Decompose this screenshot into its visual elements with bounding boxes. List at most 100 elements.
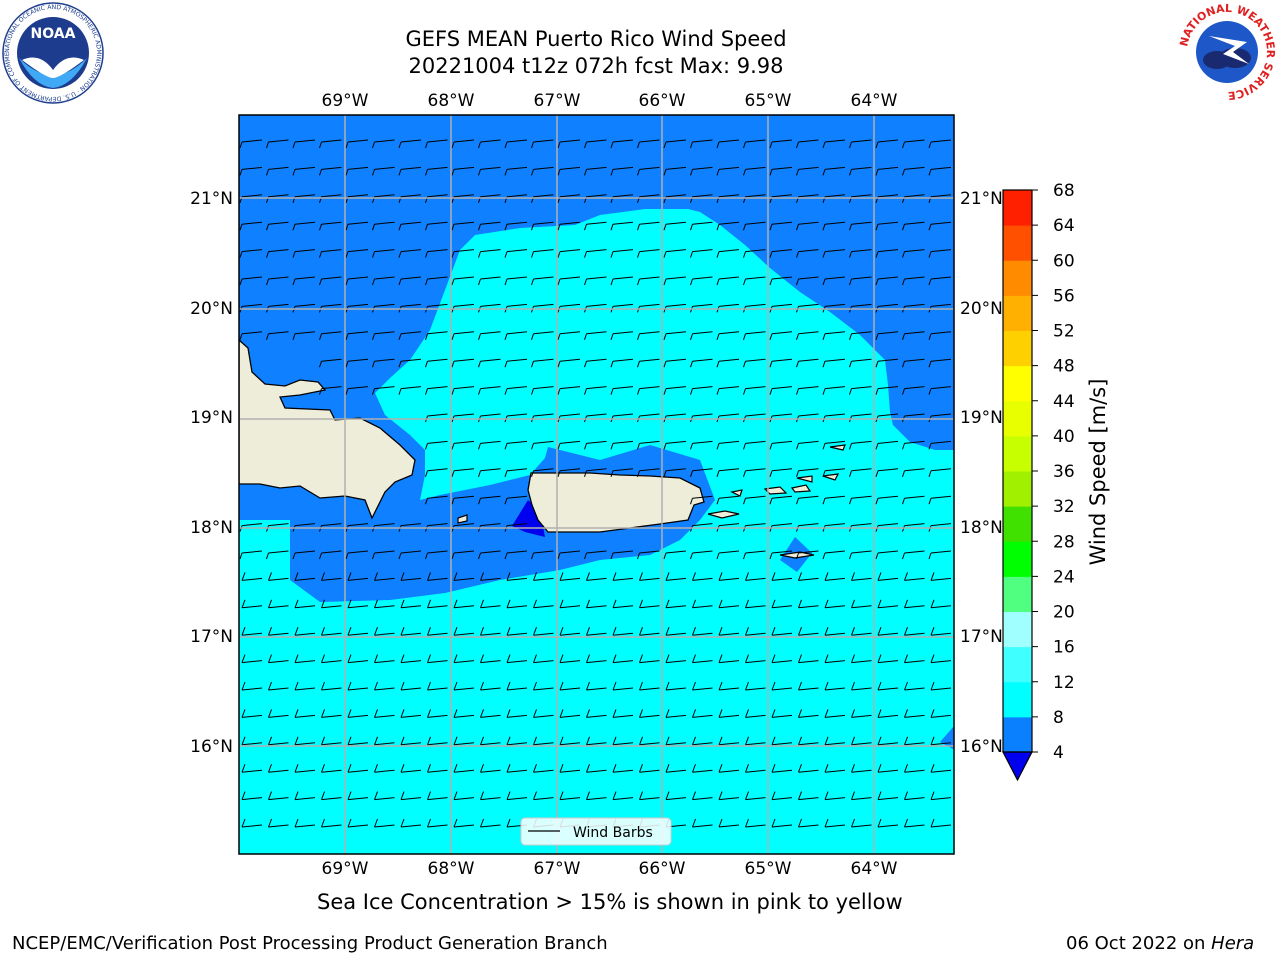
wind-barb — [425, 331, 448, 340]
wind-barb — [796, 331, 819, 340]
wind-barb — [904, 709, 925, 718]
wind-barb — [294, 764, 316, 773]
colorbar-swatch — [1003, 400, 1032, 437]
wind-barb — [663, 468, 687, 477]
wind-barb — [822, 495, 846, 505]
wind-barb — [268, 654, 289, 664]
wind-barb — [665, 599, 687, 609]
wind-barb — [372, 166, 395, 176]
wind-barb — [586, 627, 607, 636]
wind-barb — [745, 736, 766, 746]
colorbar-tick-label: 12 — [1053, 673, 1075, 693]
wind-barb — [851, 572, 872, 581]
wind-barb — [902, 221, 925, 231]
wind-barb — [798, 764, 819, 773]
wind-barb — [268, 709, 289, 718]
wind-barb — [928, 139, 952, 149]
wind-barb — [398, 331, 422, 340]
colorbar-swatch — [1003, 225, 1032, 261]
wind-barb — [400, 709, 422, 718]
wind-barb — [531, 221, 554, 231]
wind-barb — [268, 791, 289, 801]
wind-barb — [824, 654, 846, 664]
wind-barb — [241, 681, 263, 691]
wind-barb — [822, 550, 846, 560]
wind-barb — [902, 386, 925, 395]
wind-barb — [690, 166, 713, 176]
colorbar-tick-label: 8 — [1053, 708, 1064, 728]
wind-barb — [824, 709, 846, 718]
wind-barb — [427, 599, 448, 609]
wind-barb — [266, 276, 289, 286]
wind-barb — [692, 572, 713, 581]
wind-barb — [798, 736, 819, 746]
wind-barb — [690, 386, 713, 395]
wind-barb — [822, 249, 846, 258]
wind-barb — [904, 681, 925, 691]
lat-label-left: 16°N — [190, 737, 233, 757]
wind-barb — [478, 331, 501, 340]
wind-barb — [743, 468, 766, 477]
wind-barb — [718, 791, 740, 801]
wind-barb — [771, 791, 793, 801]
wind-barb — [559, 791, 581, 801]
wind-barb — [769, 249, 793, 258]
wind-barb — [769, 331, 793, 340]
wind-barb — [692, 627, 713, 636]
wind-barb — [692, 599, 713, 609]
colorbar-swatch — [1003, 435, 1032, 472]
land-puerto-rico — [527, 472, 705, 533]
wind-barb — [292, 139, 316, 149]
wind-barb — [798, 681, 819, 691]
wind-barb — [425, 221, 448, 231]
wind-barb — [849, 550, 872, 560]
wind-barb — [319, 386, 342, 395]
wind-barb — [692, 709, 713, 718]
wind-barb — [453, 764, 475, 773]
wind-barb — [796, 166, 819, 176]
wind-barb — [480, 681, 501, 691]
wind-barb — [875, 495, 899, 505]
wind-barb — [266, 331, 289, 340]
wind-barb — [400, 572, 422, 581]
wind-barb — [612, 599, 634, 609]
wind-barb — [796, 468, 819, 477]
wind-barb — [453, 791, 475, 801]
wind-barb — [372, 386, 395, 395]
wind-barb — [930, 736, 952, 746]
wind-barb — [849, 249, 872, 258]
wind-barb — [904, 764, 925, 773]
wind-barb — [239, 276, 263, 286]
wind-barb — [904, 627, 925, 636]
wind-barb — [559, 572, 581, 581]
wind-barb — [586, 709, 607, 718]
wind-barb — [506, 627, 528, 636]
wind-barb — [586, 654, 607, 664]
colorbar-tick-label: 16 — [1053, 638, 1075, 658]
wind-barb — [478, 358, 501, 368]
wind-barb — [531, 358, 554, 368]
wind-barb — [268, 764, 289, 773]
wind-barb — [716, 358, 740, 368]
wind-barb — [584, 386, 607, 395]
wind-barb — [427, 736, 448, 746]
wind-barb — [928, 249, 952, 258]
wind-barb — [533, 681, 554, 691]
lon-label-bottom: 65°W — [745, 859, 792, 879]
wind-barb — [928, 440, 952, 450]
wind-barb — [716, 440, 740, 450]
wind-barb — [796, 440, 819, 450]
wind-barb — [639, 764, 660, 773]
wind-barb — [851, 599, 872, 609]
wind-barb — [612, 764, 634, 773]
wind-barb — [875, 440, 899, 450]
wind-barb — [716, 550, 740, 560]
wind-barb — [292, 249, 316, 258]
wind-barb — [663, 386, 687, 395]
colorbar-swatch — [1003, 471, 1032, 507]
wind-barb — [398, 221, 422, 231]
wind-barb — [504, 440, 528, 450]
colorbar-tick-label: 44 — [1053, 392, 1075, 412]
lat-label-left: 20°N — [190, 299, 233, 319]
wind-barb — [557, 276, 581, 286]
